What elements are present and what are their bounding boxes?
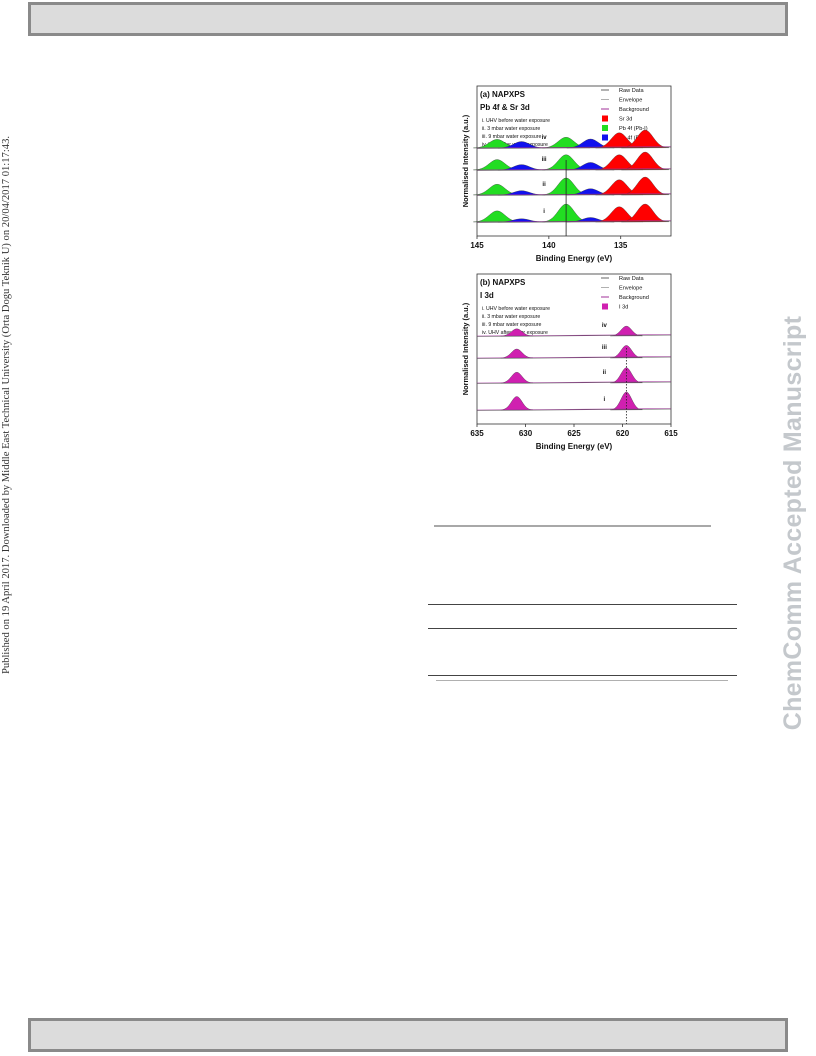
legend-box-swatch [602, 115, 608, 122]
spectrum-background [476, 356, 672, 359]
x-tick-label: 620 [616, 429, 630, 438]
legend-box-swatch [602, 303, 608, 310]
spectrum-label: ii [542, 182, 546, 188]
chart-pb4f-sr3d: (a) NAPXPS Pb 4f & Sr 3d i. UHV before wat… [461, 85, 672, 263]
legend-entry: Sr 3d [619, 117, 632, 123]
x-tick-label: 625 [567, 429, 581, 438]
spectrum-background [476, 220, 672, 223]
spectrum-label: ii [603, 370, 607, 376]
table-rule [434, 525, 711, 527]
spectrum-label: iii [542, 157, 547, 163]
panel-label: (a) NAPXPS [480, 90, 526, 99]
legend-entry: Envelope [619, 98, 642, 104]
legend-entry: Raw Data [619, 88, 644, 94]
condition-label: iii. 9 mbar water exposure [482, 322, 542, 328]
table-rule [436, 680, 728, 681]
table-rule [428, 628, 737, 629]
legend-box-swatch [602, 134, 608, 141]
spectrum-label: iii [602, 345, 607, 351]
x-axis-label: Binding Energy (eV) [536, 254, 613, 263]
legend-entry: I 3d [619, 305, 628, 311]
figure-panel-a: (a) NAPXPS Pb 4f & Sr 3d i. UHV before wat… [455, 82, 685, 268]
publication-note: Published on 19 April 2017. Downloaded b… [1, 135, 12, 675]
spectrum-raw-data [476, 146, 672, 149]
table-rule [428, 675, 737, 676]
condition-label: i. UHV before water exposure [482, 118, 550, 124]
spectrum-background [476, 168, 672, 171]
spectrum-peak [621, 176, 669, 196]
legend-entry: Background [619, 295, 649, 301]
condition-label: ii. 3 mbar water exposure [482, 126, 540, 132]
legend-entry: Raw Data [619, 276, 644, 282]
spectrum-background [476, 146, 672, 149]
x-tick-label: 140 [542, 241, 556, 250]
spectrum-peak [621, 203, 669, 223]
spectrum-raw-data [476, 168, 672, 171]
panel-subtitle: Pb 4f & Sr 3d [480, 103, 530, 112]
x-tick-label: 630 [519, 429, 533, 438]
legend-entry: Background [619, 107, 649, 113]
chart-i3d: (b) NAPXPS I 3d i. UHV before water exposu… [461, 273, 678, 451]
x-tick-label: 615 [664, 429, 678, 438]
x-tick-label: 135 [614, 241, 628, 250]
spectrum-peak [500, 328, 533, 337]
header-bar [28, 2, 788, 36]
spectrum-peak [621, 129, 669, 149]
spectrum-peak [500, 348, 533, 359]
plot-frame [476, 273, 672, 425]
figure-panel-b: (b) NAPXPS I 3d i. UHV before water exposu… [455, 270, 685, 456]
spectrum-peak [500, 396, 533, 411]
footer-bar [28, 1018, 788, 1052]
spectrum-background [476, 381, 672, 384]
spectrum-label: i [543, 209, 545, 215]
panel-subtitle: I 3d [480, 291, 494, 300]
legend-entry: Pb 4f (Pb-I) [619, 126, 648, 132]
spectrum-raw-data [476, 220, 672, 223]
accepted-manuscript-watermark: ChemComm Accepted Manuscript [779, 315, 807, 731]
spectrum-raw-data [476, 381, 672, 384]
condition-label: i. UHV before water exposure [482, 306, 550, 312]
spectrum-peak [610, 391, 643, 411]
spectrum-raw-data [476, 356, 672, 359]
panel-label: (b) NAPXPS [480, 278, 526, 287]
spectrum-background [476, 334, 672, 337]
x-axis-label: Binding Energy (eV) [536, 442, 613, 451]
y-axis-label: Normalised Intensity (a.u.) [461, 302, 470, 395]
spectrum-background [476, 408, 672, 411]
spectrum-label: iv [542, 135, 548, 141]
x-tick-label: 145 [470, 241, 484, 250]
spectrum-raw-data [476, 334, 672, 337]
condition-label: ii. 3 mbar water exposure [482, 314, 540, 320]
spectrum-label: i [604, 397, 606, 403]
spectrum-label: iv [602, 323, 608, 329]
legend-box-swatch [602, 125, 608, 131]
table-rule [428, 604, 737, 605]
spectrum-peak [500, 372, 533, 384]
spectrum-raw-data [476, 193, 672, 196]
x-tick-label: 635 [470, 429, 484, 438]
condition-label: iii. 9 mbar water exposure [482, 134, 542, 140]
spectrum-raw-data [476, 408, 672, 411]
legend-entry: Envelope [619, 286, 642, 292]
spectrum-background [476, 193, 672, 196]
spectrum-peak [621, 151, 669, 171]
y-axis-label: Normalised Intensity (a.u.) [461, 114, 470, 207]
